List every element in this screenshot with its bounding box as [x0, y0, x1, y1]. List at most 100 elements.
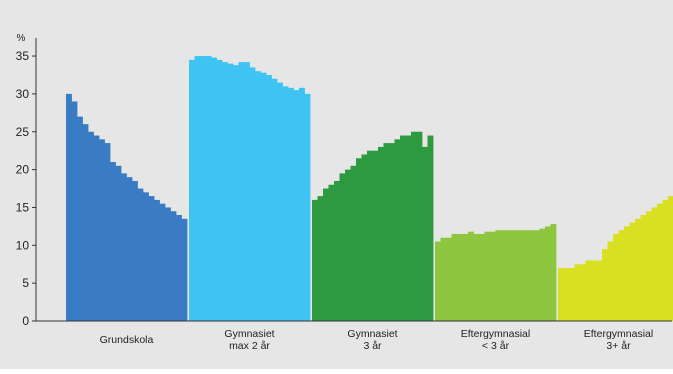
bar: [222, 62, 228, 322]
bar: [260, 72, 267, 321]
bar: [394, 139, 401, 321]
bar: [99, 139, 105, 321]
y-tick-label: 10: [16, 238, 30, 252]
bar: [154, 199, 160, 321]
bar: [383, 143, 390, 321]
bar: [451, 233, 458, 321]
bar: [640, 215, 647, 321]
bar: [635, 218, 641, 321]
bar: [427, 135, 434, 321]
bar: [378, 146, 384, 321]
bar: [405, 135, 412, 321]
bar: [211, 57, 217, 322]
bar: [71, 101, 78, 321]
bar: [367, 150, 373, 321]
bar: [657, 203, 663, 321]
bar: [304, 93, 311, 322]
y-axis-label: %: [17, 33, 26, 44]
bar: [176, 215, 182, 321]
y-tick-label: 30: [16, 87, 30, 101]
bar: [104, 143, 111, 321]
bar: [293, 90, 300, 321]
bar: [517, 230, 524, 321]
bar: [282, 86, 289, 321]
bar: [563, 268, 570, 321]
category-label: 3 år: [363, 340, 382, 352]
bar: [545, 226, 551, 322]
bar: [288, 87, 294, 321]
bar: [115, 165, 122, 321]
category-label: Gymnasiet: [224, 328, 274, 340]
y-tick-label: 5: [22, 276, 29, 290]
bar: [137, 188, 144, 321]
bar: [205, 56, 212, 322]
bar: [523, 230, 529, 321]
bar: [255, 71, 261, 321]
y-tick-label: 20: [16, 163, 30, 177]
bar: [501, 230, 507, 321]
bar: [624, 226, 630, 322]
bar-group: [66, 93, 188, 322]
bar: [110, 162, 116, 321]
bar: [479, 233, 485, 321]
bar: [317, 196, 324, 321]
bar-group: [312, 131, 434, 321]
bar: [159, 203, 166, 321]
category-label: Grundskola: [100, 334, 154, 346]
bar-group: [189, 56, 311, 322]
bar: [651, 207, 658, 321]
bar: [618, 230, 625, 321]
bar: [585, 260, 592, 321]
bar: [629, 222, 636, 321]
bar: [233, 65, 239, 321]
bar: [88, 131, 94, 321]
bar: [440, 237, 447, 321]
bar: [512, 230, 518, 321]
category-label: max 2 år: [229, 340, 270, 352]
bars-layer: [66, 56, 673, 322]
bar: [490, 231, 496, 321]
y-tick-label: 15: [16, 200, 30, 214]
bar: [372, 150, 379, 321]
bar: [244, 62, 250, 322]
bar: [334, 180, 340, 321]
bar: [422, 146, 428, 321]
bar: [435, 241, 441, 321]
bar: [411, 131, 417, 321]
bar: [602, 249, 608, 321]
bar: [558, 268, 564, 321]
bar: [534, 230, 540, 321]
bar: [277, 82, 283, 321]
bar: [312, 199, 318, 321]
bar: [361, 154, 368, 321]
bar: [596, 260, 603, 321]
bar: [591, 260, 597, 321]
bar: [462, 233, 469, 321]
bar: [77, 116, 83, 321]
y-tick-label: 35: [16, 49, 30, 63]
bar: [389, 143, 395, 321]
category-label: Eftergymnasial: [584, 328, 653, 340]
bar: [607, 241, 614, 321]
bar: [216, 59, 223, 321]
bar: [350, 165, 357, 321]
bar: [121, 173, 127, 321]
category-label: Eftergymnasial: [461, 328, 530, 340]
bar: [495, 230, 502, 321]
bar: [506, 230, 513, 321]
bar: [569, 268, 575, 321]
y-tick-label: 0: [22, 314, 29, 328]
bar-group: [558, 196, 673, 322]
bar: [416, 131, 423, 321]
bar: [345, 169, 351, 321]
bar: [646, 211, 652, 321]
bar: [82, 124, 89, 322]
bar: [339, 173, 346, 321]
bar: [468, 231, 474, 321]
bar-group: [435, 224, 557, 322]
bar: [446, 237, 452, 321]
bar: [93, 135, 100, 321]
bar: [227, 63, 234, 322]
